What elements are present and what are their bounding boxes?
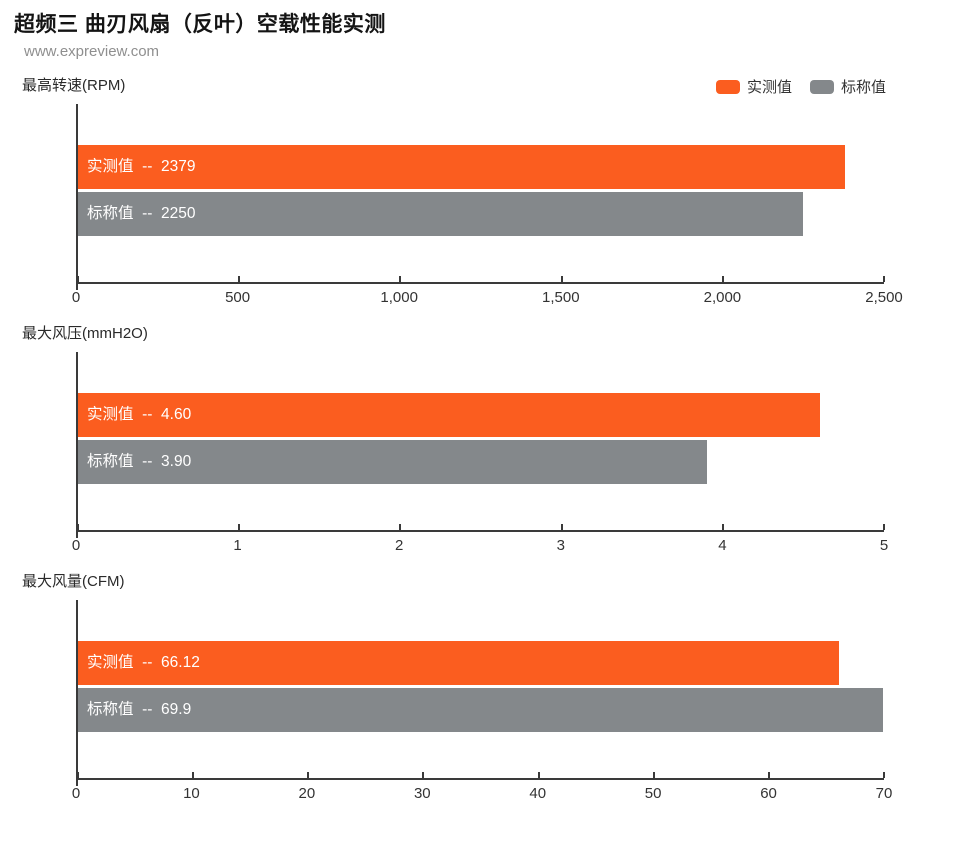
- charts: 最高转速(RPM) 实测值 -- 2379 标称值 -- 2250 0 500 1,0…: [0, 74, 960, 804]
- axis-tick-label: 1,500: [542, 289, 580, 306]
- tick-labels: 0 10 20 30 40 50 60 70: [72, 780, 893, 804]
- legend-swatch-measured-icon: [715, 79, 740, 94]
- axis-tick: [721, 276, 724, 282]
- tick-labels: 0 1 2 3 4 5: [72, 532, 888, 556]
- axis-tick: [537, 772, 540, 778]
- bar-measured: 实测值 -- 4.60: [78, 393, 820, 437]
- bars: 实测值 -- 66.12 标称值 -- 69.9: [78, 641, 884, 735]
- tick-labels: 0 500 1,000 1,500 2,000 2,500: [72, 284, 903, 308]
- bar-label-rated: 标称值 -- 3.90: [87, 453, 192, 470]
- axis-tick-label: 5: [879, 537, 889, 554]
- chart-section: 最大风压(mmH2O) 实测值 -- 4.60 标称值 -- 3.90 0 1 2 3 4…: [0, 322, 960, 556]
- axis-tick-label: 50: [644, 785, 662, 802]
- axis-tick: [77, 276, 79, 282]
- axis-tick: [767, 772, 770, 778]
- plot-area: 实测值 -- 4.60 标称值 -- 3.90: [76, 352, 885, 538]
- axis-tick: [192, 772, 195, 778]
- axis-tick-label: 2,500: [865, 289, 903, 306]
- axis-tick-label: 2: [395, 537, 404, 554]
- bar-measured: 实测值 -- 66.12: [78, 641, 840, 685]
- axis-tick: [422, 772, 425, 778]
- watermark-url: www.expreview.com: [24, 43, 160, 60]
- axis-tick-label: 4: [718, 537, 727, 554]
- bar-label-measured: 实测值 -- 66.12: [87, 654, 200, 671]
- plot-area: 实测值 -- 66.12 标称值 -- 69.9: [76, 600, 885, 786]
- legend-label-rated: 标称值: [840, 79, 886, 96]
- axis-tick: [883, 772, 885, 778]
- axis-tick: [883, 276, 885, 282]
- axis-tick: [721, 524, 724, 530]
- axis-tick-label: 30: [413, 785, 431, 802]
- axis-tick-label: 1,000: [380, 289, 418, 306]
- axis-tick-label: 60: [760, 785, 777, 802]
- axis-tick-label: 500: [225, 289, 251, 306]
- chart-title: 最大风量(CFM): [22, 573, 125, 590]
- plot-area: 实测值 -- 2379 标称值 -- 2250: [76, 104, 885, 290]
- axis-tick: [238, 276, 241, 282]
- axis-tick: [307, 772, 310, 778]
- page-title: 超频三 曲刃风扇（反叶）空载性能实测: [14, 13, 386, 36]
- bar-measured: 实测值 -- 2379: [78, 145, 845, 189]
- axis-tick: [77, 772, 79, 778]
- axis-tick-label: 0: [71, 537, 81, 554]
- bar-label-rated: 标称值 -- 69.9: [87, 701, 192, 718]
- legend-item-measured: 实测值: [715, 76, 792, 97]
- axis-tick-label: 2,000: [703, 289, 742, 306]
- chart-legend: 实测值 标称值: [715, 76, 886, 97]
- axis-tick-label: 40: [529, 785, 547, 802]
- bars: 实测值 -- 4.60 标称值 -- 3.90: [78, 393, 884, 487]
- bar-label-measured: 实测值 -- 4.60: [87, 406, 192, 423]
- legend-item-rated: 标称值: [809, 76, 886, 97]
- axis-tick-label: 70: [875, 785, 893, 802]
- axis-tick: [652, 772, 655, 778]
- axis-tick-label: 0: [71, 785, 81, 802]
- bar-rated: 标称值 -- 69.9: [78, 688, 883, 732]
- bar-rated: 标称值 -- 3.90: [78, 440, 707, 484]
- bar-label-rated: 标称值 -- 2250: [87, 205, 196, 222]
- chart-section: 最高转速(RPM) 实测值 -- 2379 标称值 -- 2250 0 500 1,0…: [0, 74, 960, 308]
- chart-section: 最大风量(CFM) 实测值 -- 66.12 标称值 -- 69.9 0 10 20 3…: [0, 570, 960, 804]
- legend-swatch-rated-icon: [809, 79, 834, 94]
- axis-tick: [883, 524, 885, 530]
- axis-tick-label: 10: [183, 785, 200, 802]
- axis-tick: [399, 524, 402, 530]
- bar-label-measured: 实测值 -- 2379: [87, 158, 196, 175]
- axis-tick: [399, 276, 402, 282]
- chart-title: 最高转速(RPM): [22, 77, 126, 94]
- bar-rated: 标称值 -- 2250: [78, 192, 804, 236]
- axis-tick-label: 3: [556, 537, 565, 554]
- axis-tick-label: 1: [233, 537, 242, 554]
- axis-tick: [560, 276, 563, 282]
- chart-title: 最大风压(mmH2O): [22, 325, 148, 342]
- axis-tick: [238, 524, 241, 530]
- axis-tick: [560, 524, 563, 530]
- legend-label-measured: 实测值: [746, 79, 792, 96]
- axis-tick-label: 20: [298, 785, 316, 802]
- axis-tick-label: 0: [71, 289, 81, 306]
- axis-tick: [77, 524, 79, 530]
- bars: 实测值 -- 2379 标称值 -- 2250: [78, 145, 884, 239]
